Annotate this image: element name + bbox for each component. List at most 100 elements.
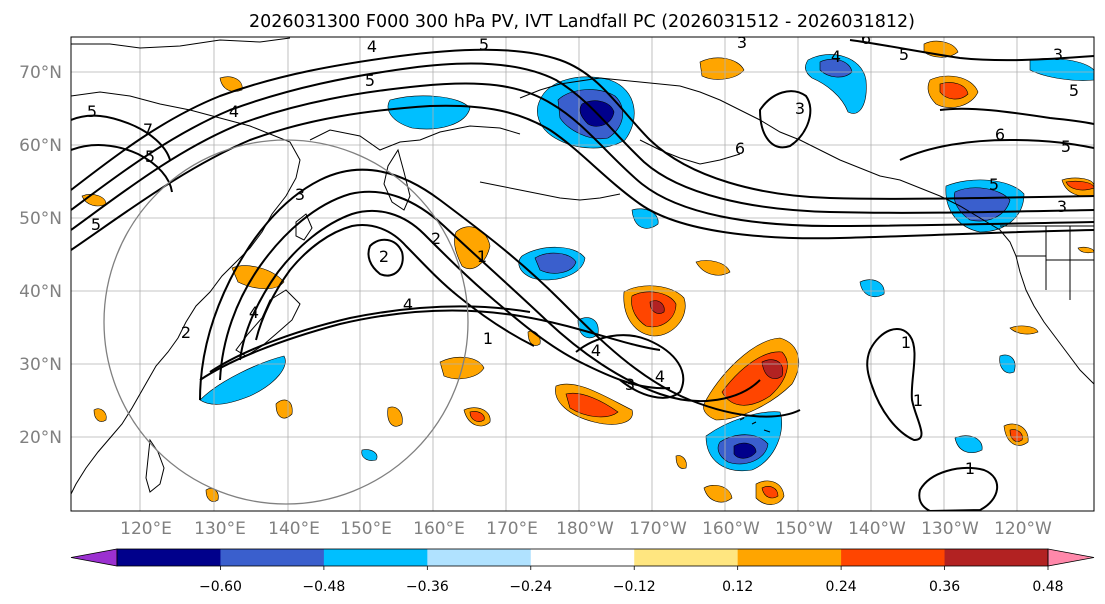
latitude-label: 30°N xyxy=(19,355,62,375)
positive-anomaly-region xyxy=(219,76,243,92)
pv-contour xyxy=(575,334,685,399)
contour-label: 4 xyxy=(367,37,377,56)
colorbar-segment xyxy=(117,549,221,566)
contour-label: 5 xyxy=(365,71,375,90)
longitude-label: 160°E xyxy=(413,519,465,539)
pv-contour xyxy=(219,190,761,403)
colorbar-segment xyxy=(634,549,739,566)
coastline-alaska xyxy=(519,77,1094,385)
colorbar-segment xyxy=(944,549,1049,566)
pv-contour xyxy=(899,138,1094,161)
colorbar-tick-label: 0.24 xyxy=(826,579,857,595)
latitude-label: 20°N xyxy=(19,428,62,448)
colorbar-segment xyxy=(220,549,325,566)
coastline-aleutians xyxy=(479,181,621,201)
contour-label: 7 xyxy=(143,120,153,139)
longitude-label: 150°E xyxy=(340,519,392,539)
contour-label: 4 xyxy=(229,102,239,121)
landfall-radius-circle xyxy=(103,139,469,505)
negative-anomaly-region xyxy=(954,435,983,453)
colorbar-upper-extend xyxy=(1047,548,1095,567)
colorbar: −0.60 −0.48 −0.36 −0.24 −0.12 0.12 0.24 0.36 0.4… xyxy=(70,548,1095,595)
contour-label: 6 xyxy=(735,139,745,158)
contour-label: 4 xyxy=(591,341,601,360)
contour-label: 5 xyxy=(899,45,909,64)
negative-anomaly-region xyxy=(199,355,286,405)
contour-label: 5 xyxy=(1069,81,1079,100)
contour-label: 4 xyxy=(831,47,841,66)
latitude-label: 70°N xyxy=(19,63,62,83)
contour-label: 6 xyxy=(861,29,871,48)
colorbar-tick-label: −0.48 xyxy=(302,579,345,595)
longitude-label: 120°E xyxy=(120,519,172,539)
contour-label: 1 xyxy=(477,247,487,266)
latitude-labels: 70°N 60°N 50°N 40°N 30°N 20°N xyxy=(19,63,62,448)
map-title: 2026031300 F000 300 hPa PV, IVT Landfall… xyxy=(249,12,915,32)
contour-label: 4 xyxy=(249,303,259,322)
contour-label: 1 xyxy=(483,329,493,348)
pv-contour xyxy=(239,210,671,390)
pv-contour xyxy=(71,48,1094,200)
contour-label: 3 xyxy=(795,99,805,118)
contour-label: 5 xyxy=(91,215,101,234)
contour-label: 5 xyxy=(1061,137,1071,156)
pv-contour xyxy=(71,62,1094,214)
pv-contour xyxy=(199,309,661,381)
colorbar-segment xyxy=(323,549,428,566)
contour-label: 1 xyxy=(965,459,975,478)
longitude-label: 130°W xyxy=(921,519,979,539)
positive-anomaly-region xyxy=(675,455,687,469)
pv-contour xyxy=(758,90,812,149)
contour-label: 2 xyxy=(181,323,191,342)
longitude-label: 150°W xyxy=(775,519,833,539)
longitude-label: 170°W xyxy=(629,519,687,539)
pv-contour xyxy=(71,114,171,161)
positive-anomaly-region xyxy=(93,408,107,422)
pv-contour xyxy=(71,104,1094,251)
map-frame xyxy=(70,36,1095,512)
contour-label: 3 xyxy=(1053,45,1063,64)
pv-contour xyxy=(209,305,531,373)
colorbar-tick-label: −0.36 xyxy=(406,579,449,595)
contour-label: 5 xyxy=(145,147,155,166)
positive-anomaly-region xyxy=(695,260,731,276)
contour-label: 3 xyxy=(625,375,635,394)
positive-anomaly-region xyxy=(1065,180,1094,191)
contour-label: 3 xyxy=(295,185,305,204)
colorbar-segment xyxy=(737,549,842,566)
contour-label: 3 xyxy=(737,33,747,52)
contour-label: 1 xyxy=(901,333,911,352)
longitude-label: 170°E xyxy=(486,519,538,539)
contour-label: 4 xyxy=(403,295,413,314)
longitude-label: 180°W xyxy=(556,519,614,539)
colorbar-tick-label: −0.60 xyxy=(199,579,242,595)
negative-anomaly-region xyxy=(361,449,378,461)
negative-anomaly-region xyxy=(859,279,885,297)
colorbar-segment xyxy=(841,549,946,566)
pv-contour xyxy=(199,168,801,418)
contour-label: 5 xyxy=(87,102,97,121)
latitude-label: 60°N xyxy=(19,136,62,156)
colorbar-segment xyxy=(427,549,532,566)
latitude-label: 50°N xyxy=(19,209,62,229)
longitude-label: 140°W xyxy=(848,519,906,539)
colorbar-tick-label: 0.48 xyxy=(1032,579,1063,595)
latitude-label: 40°N xyxy=(19,282,62,302)
ivt-anomaly-shading xyxy=(81,40,1094,505)
longitude-labels: 120°E 130°E 140°E 150°E 160°E 170°E 180°W 170°W… xyxy=(120,519,1052,539)
contour-label: 5 xyxy=(989,175,999,194)
positive-anomaly-region xyxy=(699,57,745,80)
colorbar-tick-label: −0.24 xyxy=(509,579,552,595)
pv-contour xyxy=(71,82,1094,231)
pv-contour xyxy=(918,467,999,511)
contour-label: 6 xyxy=(995,125,1005,144)
contour-label: 3 xyxy=(1057,197,1067,216)
colorbar-tick-label: 0.12 xyxy=(722,579,753,595)
longitude-label: 160°W xyxy=(702,519,760,539)
positive-anomaly-region xyxy=(387,406,403,427)
coastline-hawaii xyxy=(739,417,771,433)
positive-anomaly-region xyxy=(469,411,485,422)
